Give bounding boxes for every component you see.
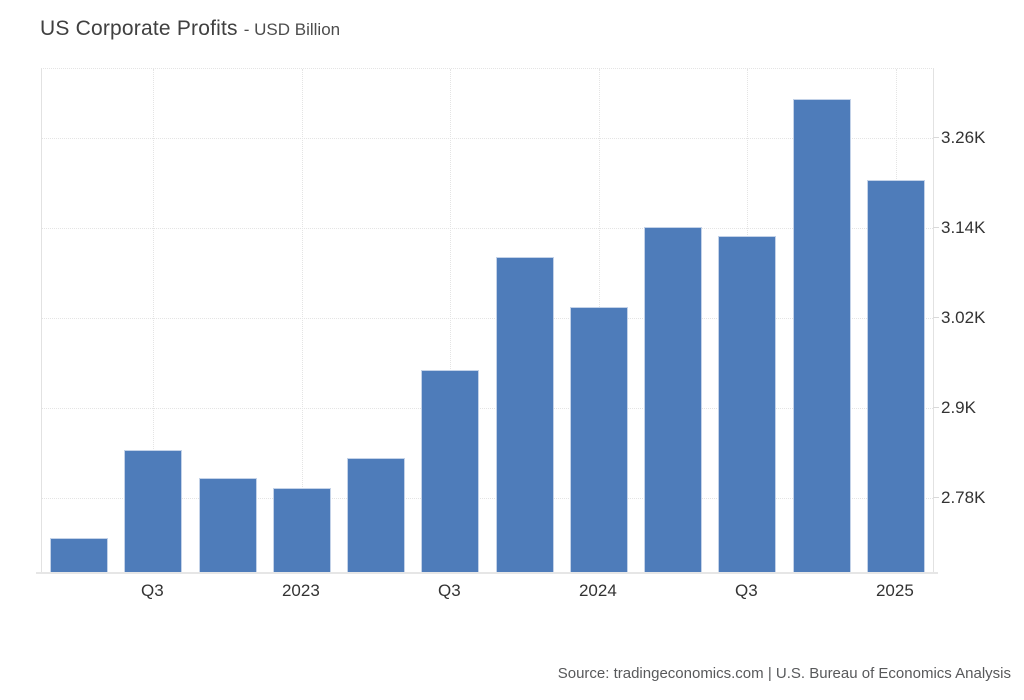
bar-q2-2022[interactable] [50,537,109,573]
y-axis-tick [933,407,939,408]
y-tick-label-3.14K: 3.14K [941,218,986,237]
chart-title: US Corporate Profits [40,17,238,40]
x-tick-label-Q3: Q3 [141,581,164,600]
bar-q2-2024[interactable] [644,226,703,573]
bar-q4-2022[interactable] [198,477,257,573]
bar-q1-2024[interactable] [569,306,628,573]
x-tick-label-2024: 2024 [578,581,617,600]
y-gridline-3.14K [42,228,933,229]
bar-q4-2024[interactable] [792,99,851,573]
chart-subtitle: - USD Billion [243,20,341,39]
bar-q3-2022[interactable] [124,450,183,573]
x-axis-line [36,572,938,574]
y-tick-label-3.26K: 3.26K [941,128,986,147]
y-axis-tick [933,497,939,498]
x-gridline-Q3 [450,69,452,573]
x-tick-label-2023: 2023 [281,581,320,600]
y-gridline-2.9K [42,408,933,409]
bar-q3-2023[interactable] [421,369,480,573]
x-tick-label-Q3: Q3 [735,581,758,600]
x-tick-label-2025: 2025 [875,581,914,600]
source-attribution: Source: tradingeconomics.com | U.S. Bure… [557,665,1011,682]
bar-q3-2024[interactable] [718,235,777,573]
plot-area [41,68,934,573]
bar-q1-2025[interactable] [866,180,925,573]
bar-q2-2023[interactable] [347,458,406,573]
bar-q4-2023[interactable] [495,256,554,573]
y-tick-label-2.78K: 2.78K [941,488,986,507]
y-tick-label-2.9K: 2.9K [941,398,976,417]
chart-header: US Corporate Profits - USD Billion [40,17,340,41]
bar-q1-2023[interactable] [272,488,331,573]
x-tick-label-Q3: Q3 [438,581,461,600]
y-tick-label-3.02K: 3.02K [941,308,986,327]
y-gridline-2.78K [42,498,933,499]
y-axis-tick [933,317,939,318]
y-gridline-3.26K [42,138,933,139]
x-gridline-Q3 [153,69,155,573]
y-axis-tick [933,137,939,138]
y-gridline-3.02K [42,318,933,319]
y-axis-tick [933,227,939,228]
x-gridline-2023 [301,69,303,573]
